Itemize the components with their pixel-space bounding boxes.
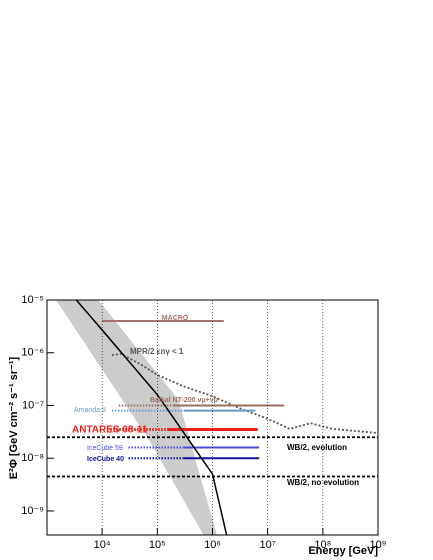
- series-line: [111, 352, 378, 434]
- series-label: ANTARES 08-11: [72, 425, 148, 436]
- series-line: [75, 300, 228, 535]
- x-tick-label: 10⁴: [94, 539, 111, 551]
- x-axis-title: Energy [GeV]: [308, 545, 378, 557]
- x-tick-label: 10⁶: [204, 539, 221, 551]
- x-tick-label: 10⁵: [149, 539, 166, 551]
- y-tick-label: 10⁻⁷: [22, 399, 44, 411]
- x-tick-label: 10⁷: [260, 539, 276, 551]
- series-label: Baikal NT-200 νμ+ν̄μ: [150, 396, 218, 404]
- series-label: WB/2, evolution: [287, 443, 347, 452]
- series-label: Amanda II: [74, 407, 106, 414]
- series-label: WB/2, no evolution: [287, 478, 359, 487]
- uncertainty-band: [55, 300, 217, 535]
- y-tick-label: 10⁻⁶: [21, 347, 44, 359]
- x-tick-label: 10⁹: [370, 539, 387, 551]
- plot-area: [47, 300, 378, 535]
- y-tick-label: 10⁻⁵: [21, 294, 44, 306]
- y-tick-label: 10⁻⁸: [21, 452, 44, 464]
- series-label: IceCube 59: [87, 445, 123, 452]
- series-label: MPR/2 εnγ < 1: [130, 347, 184, 356]
- x-tick-label: 10⁸: [314, 539, 331, 551]
- y-tick-label: 10⁻⁹: [21, 505, 44, 517]
- y-axis-title: E²Φ [GeV cm⁻² s⁻¹ sr⁻¹]: [8, 356, 20, 479]
- series-label: IceCube 40: [87, 456, 124, 463]
- series-label: MACRO: [162, 315, 189, 322]
